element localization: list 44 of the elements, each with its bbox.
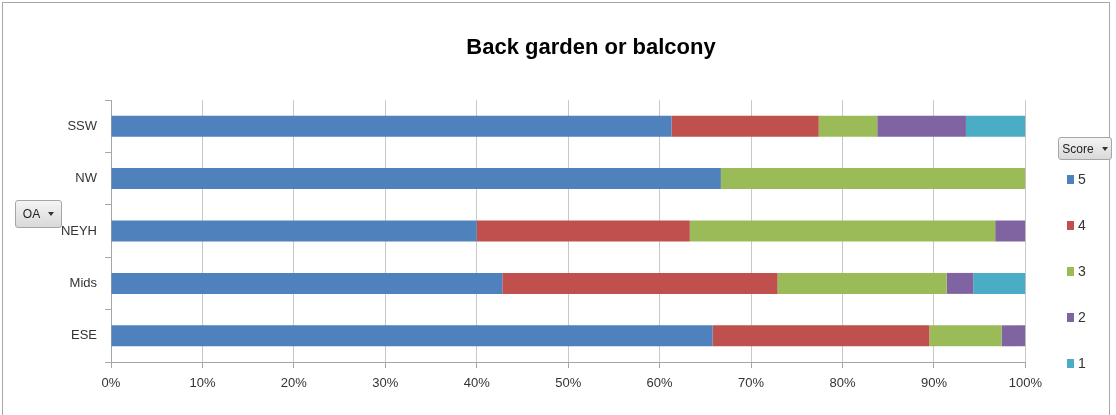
x-tick-label: 50% <box>555 375 582 391</box>
bar <box>995 220 1026 242</box>
x-tick-label: 20% <box>280 375 308 391</box>
bar <box>777 272 947 294</box>
x-tick-label: 30% <box>372 375 399 391</box>
chart-title: Back garden or balcony <box>466 34 716 60</box>
bar <box>111 272 503 294</box>
bar <box>502 272 778 294</box>
bar <box>111 220 477 242</box>
x-tick-label: 80% <box>829 375 856 391</box>
x-tick-label: 0% <box>101 375 121 391</box>
x-tick-label: 10% <box>189 375 216 391</box>
y-tick-label: ESE <box>70 327 98 343</box>
y-tick-label: NEYH <box>60 222 97 238</box>
x-tick-label: 100% <box>1008 375 1043 391</box>
x-tick-label: 60% <box>646 375 674 391</box>
legend-label: 4 <box>1078 217 1086 233</box>
y-tick-label: Mids <box>69 274 98 290</box>
legend-label: 2 <box>1078 309 1086 325</box>
legend-label: 5 <box>1078 171 1086 187</box>
bar <box>712 325 930 347</box>
y-tick-label: NW <box>75 170 98 186</box>
legend-title: Score <box>1062 141 1094 156</box>
bar <box>818 115 878 137</box>
x-tick-label: 40% <box>463 375 491 391</box>
bar <box>476 220 690 242</box>
legend-label: 3 <box>1078 263 1086 279</box>
bar <box>973 272 1026 294</box>
bar <box>929 325 1002 347</box>
bar <box>720 168 1026 190</box>
bar <box>946 272 974 294</box>
y-axis-title: OA <box>22 207 41 221</box>
legend-label: 1 <box>1078 355 1086 371</box>
bar <box>671 115 819 137</box>
bar <box>877 115 966 137</box>
bar <box>1001 325 1026 347</box>
y-tick-label: SSW <box>67 117 98 133</box>
bar <box>111 325 713 347</box>
x-tick-label: 90% <box>920 375 948 391</box>
bar <box>111 168 721 190</box>
x-tick-label: 70% <box>738 375 765 391</box>
bar <box>111 115 672 137</box>
bar <box>965 115 1026 137</box>
bar <box>689 220 996 242</box>
